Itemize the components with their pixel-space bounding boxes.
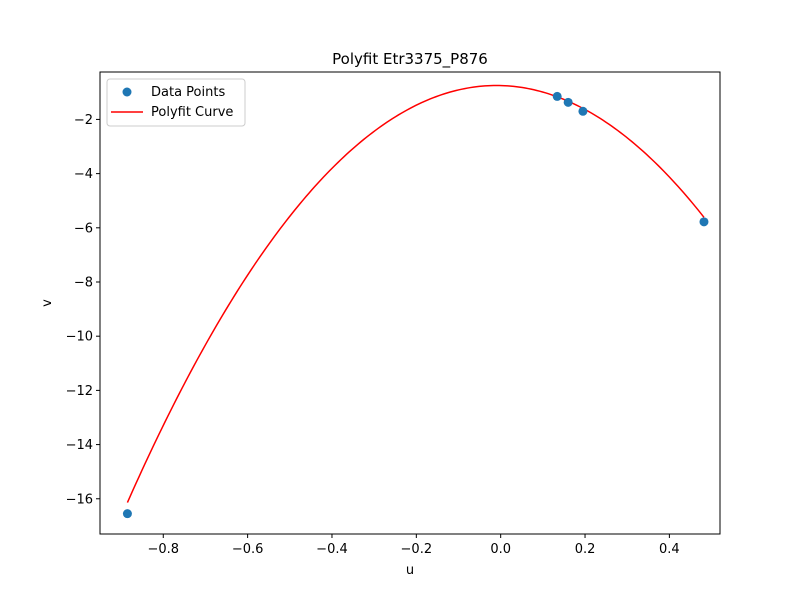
polyfit-curve (126, 84, 705, 503)
data-point (578, 106, 588, 116)
y-tick-label: −6 (74, 221, 93, 236)
x-tick-label: 0.4 (659, 542, 680, 557)
y-axis-label: v (40, 299, 55, 307)
y-tick-label: −4 (74, 167, 93, 182)
legend-label-polyfit-curve: Polyfit Curve (151, 105, 233, 120)
x-tick-label: −0.6 (232, 542, 264, 557)
x-tick-label: 0.0 (490, 542, 511, 557)
x-tick-label: −0.4 (316, 542, 348, 557)
x-axis: −0.8 −0.6 −0.4 −0.2 0.0 0.2 0.4 (147, 534, 680, 557)
x-tick-label: 0.2 (575, 542, 596, 557)
x-tick-label: −0.2 (401, 542, 433, 557)
legend-label-data-points: Data Points (151, 85, 225, 100)
y-tick-label: −8 (74, 276, 93, 291)
y-tick-label: −14 (66, 438, 93, 453)
y-tick-label: −16 (66, 492, 93, 507)
data-point (563, 97, 573, 107)
x-tick-label: −0.8 (147, 542, 179, 557)
data-point (122, 509, 132, 519)
data-point (552, 91, 562, 101)
x-axis-label: u (406, 563, 414, 578)
y-axis: −16 −14 −12 −10 −8 −6 −4 −2 (66, 113, 100, 507)
y-tick-label: −10 (66, 330, 93, 345)
data-points-layer (122, 91, 709, 519)
data-point (699, 217, 709, 227)
legend: Data Points Polyfit Curve (106, 78, 246, 127)
chart-title: Polyfit Etr3375_P876 (332, 50, 488, 69)
y-tick-label: −12 (66, 384, 93, 399)
legend-box (106, 78, 246, 127)
legend-marker-data-points (122, 87, 132, 97)
y-tick-label: −2 (74, 113, 93, 128)
polyfit-curve-layer (126, 84, 705, 503)
plot-frame (99, 71, 721, 535)
